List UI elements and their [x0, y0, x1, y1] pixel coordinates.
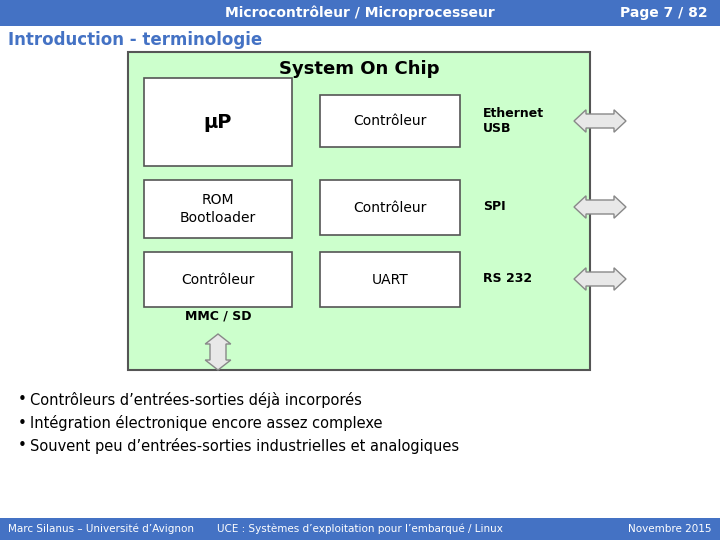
- Text: Introduction - terminologie: Introduction - terminologie: [8, 31, 262, 49]
- Text: ROM
Bootloader: ROM Bootloader: [180, 193, 256, 225]
- Text: Ethernet
USB: Ethernet USB: [483, 107, 544, 135]
- Text: UART: UART: [372, 273, 408, 287]
- Text: Souvent peu d’entrées-sorties industrielles et analogiques: Souvent peu d’entrées-sorties industriel…: [30, 438, 459, 454]
- Bar: [144, 78, 292, 166]
- Text: Novembre 2015: Novembre 2015: [629, 524, 712, 534]
- Text: Microcontrôleur / Microprocesseur: Microcontrôleur / Microprocesseur: [225, 6, 495, 20]
- Bar: [0, 0, 720, 26]
- Polygon shape: [574, 110, 626, 132]
- Text: •: •: [18, 415, 27, 430]
- Bar: [144, 180, 292, 238]
- Text: Contrôleur: Contrôleur: [354, 200, 427, 214]
- Bar: [144, 252, 292, 307]
- Text: •: •: [18, 438, 27, 454]
- Bar: [128, 52, 590, 370]
- Bar: [320, 95, 460, 147]
- Polygon shape: [574, 268, 626, 290]
- Text: Contrôleur: Contrôleur: [354, 114, 427, 128]
- Text: μP: μP: [204, 112, 232, 132]
- Bar: [320, 180, 460, 235]
- Text: Page 7 / 82: Page 7 / 82: [621, 6, 708, 20]
- Text: SPI: SPI: [483, 200, 505, 213]
- Text: Contrôleur: Contrôleur: [181, 273, 255, 287]
- Bar: [0, 518, 720, 540]
- Text: Intégration électronique encore assez complexe: Intégration électronique encore assez co…: [30, 415, 382, 431]
- Text: RS 232: RS 232: [483, 273, 532, 286]
- Polygon shape: [574, 196, 626, 218]
- Text: Contrôleurs d’entrées-sorties déjà incorporés: Contrôleurs d’entrées-sorties déjà incor…: [30, 392, 362, 408]
- Text: Marc Silanus – Université d’Avignon: Marc Silanus – Université d’Avignon: [8, 524, 194, 534]
- Bar: [320, 252, 460, 307]
- Text: •: •: [18, 393, 27, 408]
- Polygon shape: [205, 334, 231, 370]
- Text: System On Chip: System On Chip: [279, 60, 439, 78]
- Text: UCE : Systèmes d’exploitation pour l’embarqué / Linux: UCE : Systèmes d’exploitation pour l’emb…: [217, 524, 503, 534]
- Text: MMC / SD: MMC / SD: [185, 309, 251, 322]
